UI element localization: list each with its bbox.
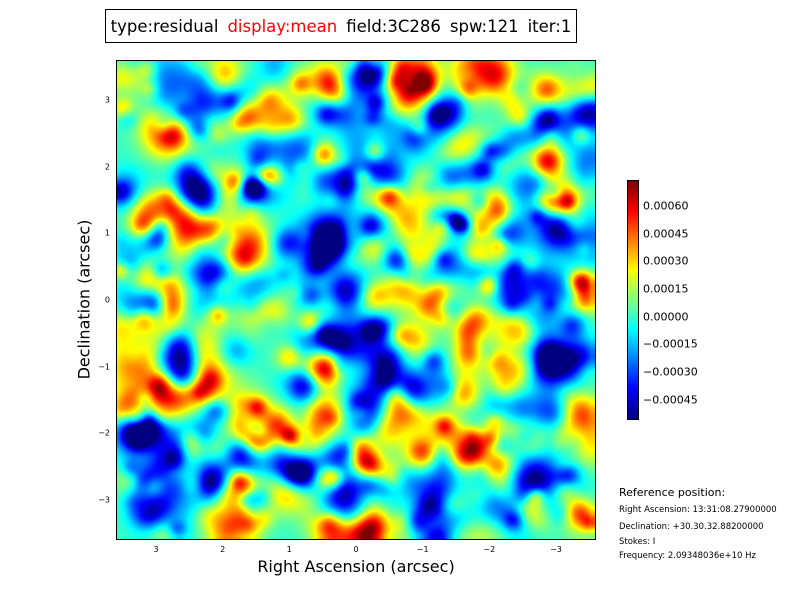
- x-tick-label: −2: [483, 545, 496, 554]
- title-type: type:residual: [110, 16, 219, 36]
- y-tick-label: −1: [98, 362, 110, 372]
- colorbar-tick-label: 0.00060: [643, 199, 689, 213]
- reference-stokes: Stokes: I: [619, 537, 656, 547]
- reference-dec: Declination: +30.30.32.88200000: [619, 522, 764, 532]
- y-tick-label: 2: [104, 162, 110, 172]
- reference-ra: Right Ascension: 13:31:08.27900000: [619, 505, 777, 515]
- colorbar: [627, 180, 639, 420]
- x-axis-label: Right Ascension (arcsec): [257, 557, 455, 576]
- y-tick-label: −2: [98, 428, 110, 438]
- x-tick-label: 0: [353, 545, 359, 554]
- title-iter: iter:1: [527, 16, 572, 36]
- title-display: display:mean: [227, 16, 338, 36]
- colorbar-tick-label: −0.00045: [643, 393, 698, 407]
- title-spw: spw:121: [449, 16, 519, 36]
- y-tick-label: 3: [104, 95, 110, 105]
- y-axis-label: Declination (arcsec): [74, 219, 94, 380]
- y-tick-label: 0: [104, 295, 110, 305]
- y-tick-label: −3: [98, 495, 110, 505]
- colorbar-tick-label: −0.00030: [643, 365, 698, 379]
- colorbar-tick-label: 0.00000: [643, 310, 689, 324]
- colorbar-tick-label: 0.00030: [643, 254, 689, 268]
- plot-title-box: type:residual display:mean field:3C286 s…: [105, 9, 577, 43]
- colorbar-tick-label: −0.00015: [643, 337, 698, 351]
- reference-heading: Reference position:: [619, 486, 726, 499]
- plot-axes-frame: [116, 60, 596, 540]
- x-tick-label: −3: [550, 545, 562, 554]
- colorbar-tick-label: 0.00015: [643, 282, 689, 296]
- x-tick-label: −1: [416, 545, 429, 554]
- residual-heatmap[interactable]: [117, 61, 595, 539]
- y-tick-label: 1: [104, 228, 110, 238]
- x-tick-label: 1: [286, 545, 292, 554]
- reference-frequency: Frequency: 2.09348036e+10 Hz: [619, 551, 756, 561]
- title-field: field:3C286: [346, 16, 441, 36]
- colorbar-tick-label: 0.00045: [643, 227, 689, 241]
- x-tick-label: 2: [220, 545, 226, 554]
- x-tick-label: 3: [153, 545, 159, 554]
